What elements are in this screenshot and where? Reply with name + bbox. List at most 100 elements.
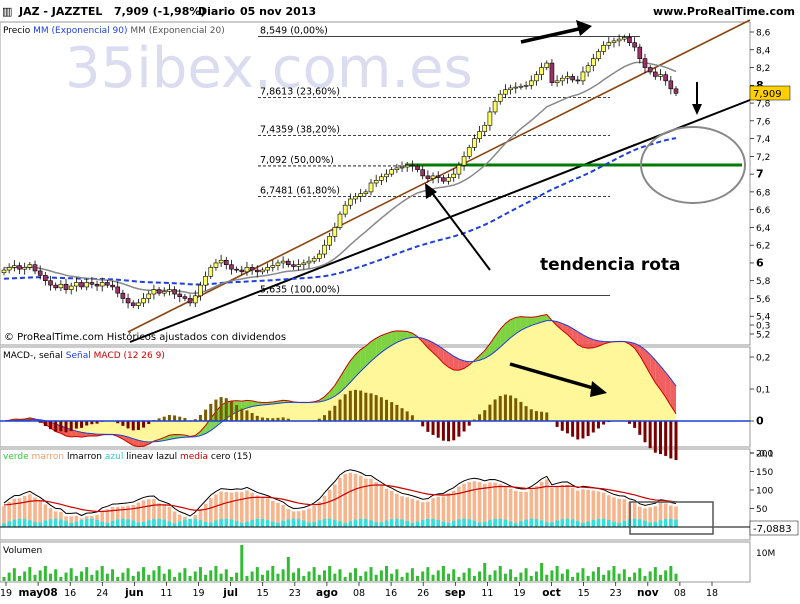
date-label: 05 nov 2013 — [240, 5, 316, 18]
volume-bar — [85, 567, 88, 581]
volume-bar — [649, 572, 652, 582]
volume-bar — [204, 575, 207, 581]
period-label: Diario — [198, 5, 236, 18]
macd-histogram-bar — [225, 398, 228, 421]
candle-body — [229, 265, 233, 269]
candle-body — [281, 261, 285, 263]
osc-neg-bar — [545, 522, 549, 527]
candle-body — [116, 287, 120, 293]
osc-neg-bar — [369, 520, 373, 527]
candle-body — [364, 192, 368, 194]
volume-bar — [168, 569, 171, 581]
macd-histogram-bar — [359, 391, 362, 421]
macd-histogram-bar — [488, 405, 491, 421]
fib-label: 6,7481 (61,80%) — [260, 185, 340, 196]
volume-bar — [34, 575, 37, 581]
macd-histogram-bar — [142, 421, 145, 428]
candle-body — [111, 285, 115, 287]
osc-neg-bar — [597, 519, 601, 527]
osc-bar — [411, 499, 415, 527]
price-tick-label: 7,6 — [756, 117, 771, 127]
candle-body — [633, 43, 637, 47]
osc-neg-bar — [612, 522, 616, 527]
volume-bar — [359, 576, 362, 581]
macd-histogram-bar — [54, 421, 57, 432]
osc-neg-bar — [643, 521, 647, 527]
macd-histogram-bar — [364, 393, 367, 421]
macd-histogram-bar — [519, 402, 522, 421]
price-axis: 8,68,48,287,87,67,47,276,86,66,46,265,85… — [750, 29, 771, 341]
volume-bar — [364, 572, 367, 582]
macd-histogram-bar — [406, 411, 409, 421]
candle-body — [162, 291, 166, 293]
volume-bar — [282, 569, 285, 581]
candle-body — [204, 276, 208, 285]
candle-body — [338, 214, 342, 227]
candle-body — [545, 63, 549, 67]
macd-histogram-bar — [333, 406, 336, 421]
volume-bar — [302, 576, 305, 581]
candle-body — [596, 52, 600, 59]
volume-bar — [607, 570, 610, 581]
volume-bar — [561, 574, 564, 581]
volume-bar — [65, 573, 68, 581]
price-tick-label: 8,6 — [756, 29, 771, 39]
candle-body — [581, 72, 585, 81]
volume-bar — [380, 570, 383, 581]
osc-bar — [374, 482, 378, 527]
osc-neg-bar — [188, 519, 192, 527]
volume-bar — [163, 574, 166, 581]
macd-histogram-bar — [323, 415, 326, 421]
volume-bar — [432, 575, 435, 581]
volume-bar — [147, 575, 150, 581]
candle-body — [297, 265, 301, 267]
osc-neg-bar — [235, 521, 239, 527]
candle-body — [478, 131, 482, 138]
fib-label: 7,8613 (23,60%) — [260, 87, 340, 98]
x-tick-label: 26 — [417, 588, 429, 599]
macd-histogram-bar — [654, 421, 657, 453]
volume-bar — [323, 570, 326, 581]
macd-histogram-bar — [525, 406, 528, 421]
osc-neg-bar — [193, 519, 197, 527]
candle-body — [405, 165, 409, 167]
osc-neg-bar — [183, 520, 187, 527]
macd-histogram-bar — [421, 421, 424, 426]
volume-bar — [390, 574, 393, 581]
candle-body — [441, 178, 445, 182]
candle-body — [291, 265, 295, 267]
macd-histogram-bar — [59, 421, 62, 431]
volume-bar — [13, 568, 16, 581]
osc-bar — [245, 490, 249, 527]
osc-neg-bar — [28, 520, 32, 527]
osc-neg-bar — [566, 519, 570, 527]
osc-neg-bar — [405, 521, 409, 527]
osc-neg-bar — [106, 523, 110, 527]
osc-neg-bar — [436, 520, 440, 527]
x-tick-label: oct — [542, 587, 560, 599]
candle-body — [49, 281, 53, 285]
x-tick-label: nov — [637, 587, 659, 599]
macd-legend: MACD-, señal Señal MACD (12 26 9) — [3, 351, 165, 361]
fib-label: 7,092 (50,00%) — [260, 155, 334, 166]
volume-bar — [550, 570, 553, 581]
volume-bar — [375, 575, 378, 581]
candle-body — [514, 87, 518, 88]
candle-body — [157, 290, 161, 294]
candle-body — [219, 260, 223, 263]
candle-body — [431, 176, 435, 179]
candle-body — [400, 167, 404, 168]
macd-histogram-bar — [173, 415, 176, 421]
osc-tick-label: 50 — [756, 505, 768, 515]
macd-histogram-bar — [344, 394, 347, 421]
x-tick-label: 23 — [610, 588, 622, 599]
volume-bar — [256, 567, 259, 581]
macd-histogram-bar — [426, 421, 429, 432]
macd-histogram-bar — [209, 404, 212, 421]
osc-neg-bar — [452, 521, 456, 527]
price-tick-label: 6 — [756, 256, 764, 269]
x-tick-label: may08 — [19, 587, 58, 599]
candle-body — [498, 94, 502, 101]
macd-histogram-bar — [597, 421, 600, 428]
